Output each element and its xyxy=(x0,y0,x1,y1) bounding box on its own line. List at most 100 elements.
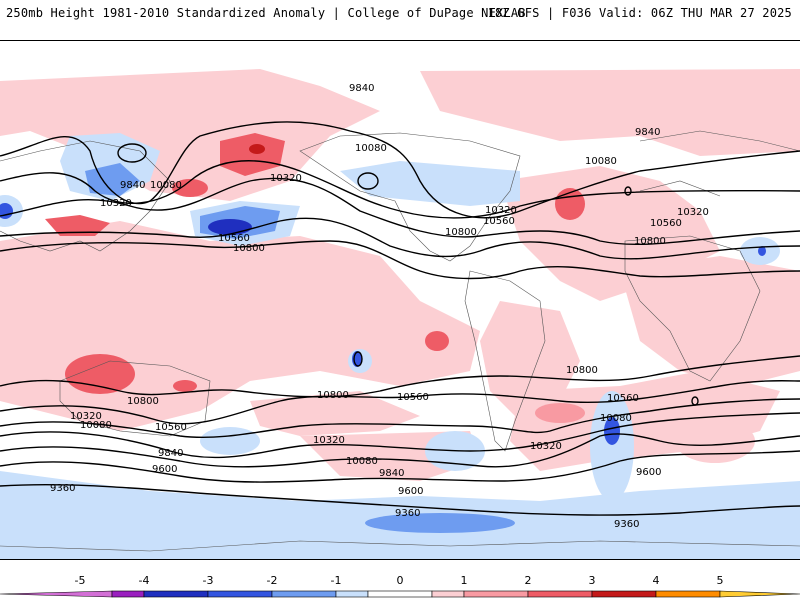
contour-label: 9840 xyxy=(379,468,404,479)
map-title: 250mb Height 1981-2010 Standardized Anom… xyxy=(6,6,526,20)
colorbar-bin xyxy=(143,590,209,598)
contour-label: 9360 xyxy=(395,508,420,519)
coastline-north-america xyxy=(299,132,521,262)
colorbar-bin xyxy=(719,590,800,598)
contour-label: 10560 xyxy=(607,393,639,404)
colorbar-bins xyxy=(0,590,800,598)
colorbar-tick-label: -5 xyxy=(75,574,86,587)
contour-label: 10320 xyxy=(270,173,302,184)
contour-label: 9360 xyxy=(614,519,639,530)
contour-label: 10800 xyxy=(127,396,159,407)
contour-10320-south xyxy=(0,398,800,439)
coastline-antarctica xyxy=(0,540,800,552)
red-region-australia-east xyxy=(173,380,197,392)
coastline-australia xyxy=(59,360,211,437)
contour-label: 10800 xyxy=(317,390,349,401)
closed-contour-east-asia xyxy=(117,143,147,163)
pink-region-north-pacific xyxy=(0,69,380,201)
red-region-australia-west xyxy=(65,354,135,394)
colorbar-bin xyxy=(335,590,369,598)
contour-label: 10320 xyxy=(100,198,132,209)
lightblue-region-indian xyxy=(200,427,260,455)
contour-label: 10080 xyxy=(80,420,112,431)
contour-label-layer: 9840 9840 9840 9840 9840 10080 10080 100… xyxy=(50,83,709,530)
contour-9840-north xyxy=(0,121,800,219)
strong-negative-anomaly-layer xyxy=(0,163,766,533)
contour-label: 9840 xyxy=(635,127,660,138)
colorbar-tick-label: 1 xyxy=(461,574,468,587)
colorbar-bin xyxy=(207,590,273,598)
red-region-siberia xyxy=(172,179,208,197)
contour-label: 10320 xyxy=(485,205,517,216)
contour-label: 10080 xyxy=(355,143,387,154)
contour-10080-north xyxy=(0,160,800,219)
colorbar-tick-label: 4 xyxy=(653,574,660,587)
colorbar-bin xyxy=(367,590,433,598)
pink-region-eurasia-north xyxy=(420,69,800,156)
contour-label: 10560 xyxy=(397,392,429,403)
red-region-tibet xyxy=(45,215,110,236)
contour-9360-south xyxy=(0,483,800,516)
model-run-info: 18Z GFS | F036 Valid: 06Z THU MAR 27 202… xyxy=(487,6,792,20)
colorbar-tick-label: -4 xyxy=(139,574,150,587)
colorbar-bin xyxy=(271,590,337,598)
colorbar-bin xyxy=(0,590,113,598)
anomaly-map: 9840 9840 9840 9840 9840 10080 10080 100… xyxy=(0,40,800,560)
contour-label: 10560 xyxy=(218,233,250,244)
contour-label: 10080 xyxy=(150,180,182,191)
contour-label: 10320 xyxy=(70,411,102,422)
colorbar-bin xyxy=(591,590,657,598)
colorbar-tick-label: 3 xyxy=(589,574,596,587)
contour-10800-south xyxy=(0,355,800,398)
colorbar-bin xyxy=(527,590,593,598)
colorbar-tick-label: 0 xyxy=(397,574,404,587)
contour-label: 10560 xyxy=(650,218,682,229)
lightblue-region-north-america xyxy=(340,161,520,206)
closed-contour-north-pacific xyxy=(357,172,379,190)
colorbar-tick-label: 5 xyxy=(717,574,724,587)
contour-10560-north xyxy=(0,217,800,260)
pink-region-south-indian xyxy=(675,419,755,463)
contour-label: 9600 xyxy=(152,464,177,475)
contour-label: 10080 xyxy=(600,413,632,424)
contour-label: 9360 xyxy=(50,483,75,494)
contour-label: 9840 xyxy=(158,448,183,459)
blue-region-arabia xyxy=(758,246,766,256)
coastline-africa xyxy=(624,235,761,382)
blue-region-southern-ocean xyxy=(365,513,515,533)
contour-label: 9840 xyxy=(120,180,145,191)
colorbar-bin xyxy=(111,590,145,598)
closed-contour-south-pacific xyxy=(353,351,363,367)
contour-label: 10320 xyxy=(530,441,562,452)
contour-label: 9840 xyxy=(349,83,374,94)
contour-label: 10320 xyxy=(677,207,709,218)
colorbar-tick-label: 2 xyxy=(525,574,532,587)
contour-10560-south xyxy=(0,380,800,425)
colorbar-tick-label: -3 xyxy=(203,574,214,587)
closed-contour-south-indian xyxy=(691,396,699,406)
contour-label: 9600 xyxy=(398,486,423,497)
contour-label: 10800 xyxy=(233,243,265,254)
colorbar-bin xyxy=(431,590,465,598)
closed-contour-atlantic xyxy=(624,186,632,196)
contour-9600-south xyxy=(0,450,800,483)
contour-label: 10800 xyxy=(566,365,598,376)
colorbar-bin xyxy=(463,590,529,598)
coastline-south-america xyxy=(464,270,546,452)
red-region-alaska xyxy=(220,133,285,176)
colorbar-ticks: -5 -4 -3 -2 -1 0 1 2 3 4 5 xyxy=(75,574,724,587)
contour-10320-north xyxy=(0,177,800,246)
contour-label: 10800 xyxy=(634,236,666,247)
colorbar-tick-label: -1 xyxy=(331,574,342,587)
colorbar-bin xyxy=(655,590,721,598)
contour-label: 10560 xyxy=(155,422,187,433)
blue-region-east-asia xyxy=(85,163,140,196)
darkred-core-alaska xyxy=(249,144,265,154)
blue-region-south-atlantic xyxy=(604,417,620,445)
lightblue-region-south-atlantic xyxy=(590,391,634,501)
pink-region-southern-mid xyxy=(250,391,420,436)
contour-10800-north xyxy=(0,240,800,280)
red-region-south-atlantic xyxy=(535,403,585,423)
contour-label: 10560 xyxy=(483,216,515,227)
contour-label: 10800 xyxy=(445,227,477,238)
